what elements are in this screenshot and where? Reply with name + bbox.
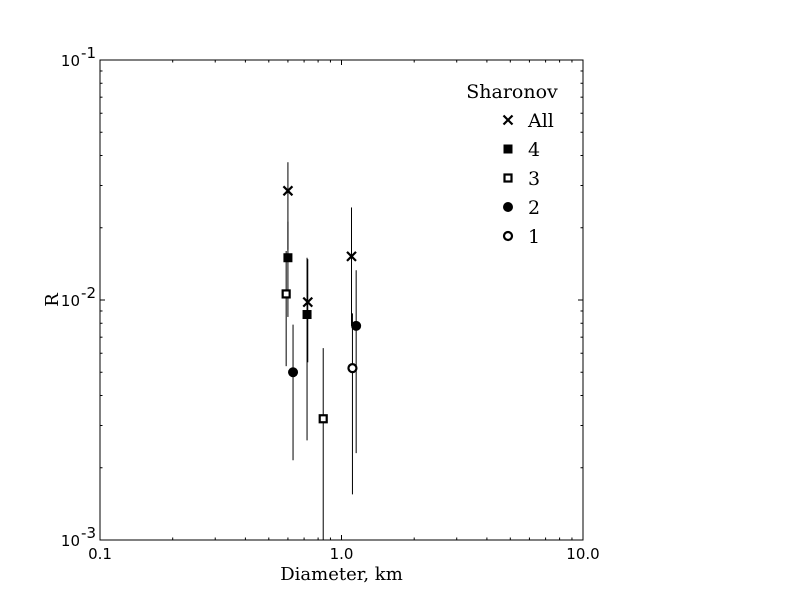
- legend-entry-label: 1: [528, 226, 540, 248]
- data-point-filled-circle: [288, 367, 299, 378]
- x-marker-stroke: [502, 114, 514, 126]
- legend-marker-filled-circle: [503, 202, 513, 212]
- y-tick-exponent: -1: [81, 44, 96, 62]
- error-bars: [285, 162, 357, 540]
- x-tick-label: 0.1: [88, 545, 112, 563]
- legend-title: Sharonov: [466, 81, 558, 103]
- axis-ticks: [99, 59, 584, 541]
- x-tick-label: 10.0: [566, 545, 599, 563]
- y-tick-label: 10: [61, 52, 80, 70]
- legend-entry-label: All: [527, 110, 554, 132]
- y-tick-label: 10: [61, 532, 80, 550]
- y-tick-base: 10: [61, 532, 80, 550]
- x-axis-label: Diameter, km: [280, 564, 403, 585]
- legend-marker-filled-square: [503, 144, 513, 154]
- legend: Sharonov All 4 3 2 1: [466, 81, 558, 248]
- y-axis-label: R: [42, 293, 63, 307]
- data-point-open-circle: [347, 363, 358, 374]
- legend-entry-label: 2: [528, 197, 540, 219]
- x-tick-label: 1.0: [330, 545, 354, 563]
- y-tick-base: 10: [61, 52, 80, 70]
- legend-marker-x: [502, 114, 514, 126]
- data-point-filled-square: [302, 310, 312, 320]
- data-point-x: [346, 251, 357, 262]
- y-tick-exponent: -2: [81, 284, 96, 302]
- tick-labels: 0.1 1.0 10.010-310-210-1: [61, 44, 600, 563]
- x-marker-stroke: [282, 185, 294, 197]
- legend-marker-open-square: [503, 173, 513, 183]
- data-point-filled-circle: [351, 320, 362, 331]
- plot-frame: [99, 59, 584, 541]
- y-tick-exponent: -3: [81, 524, 96, 542]
- data-point-filled-square: [283, 253, 293, 263]
- data-point-x: [302, 296, 314, 308]
- x-marker-stroke: [346, 251, 357, 262]
- legend-entry-label: 4: [528, 139, 540, 161]
- data-point-open-square: [281, 289, 291, 299]
- data-point-x: [282, 185, 294, 197]
- y-tick-base: 10: [61, 292, 80, 310]
- y-tick-label: 10: [61, 292, 80, 310]
- legend-marker-open-circle: [502, 230, 514, 242]
- data-point-open-square: [318, 414, 328, 424]
- legend-entry-label: 3: [528, 168, 540, 190]
- data-markers: [281, 185, 362, 424]
- x-marker-stroke: [302, 296, 314, 308]
